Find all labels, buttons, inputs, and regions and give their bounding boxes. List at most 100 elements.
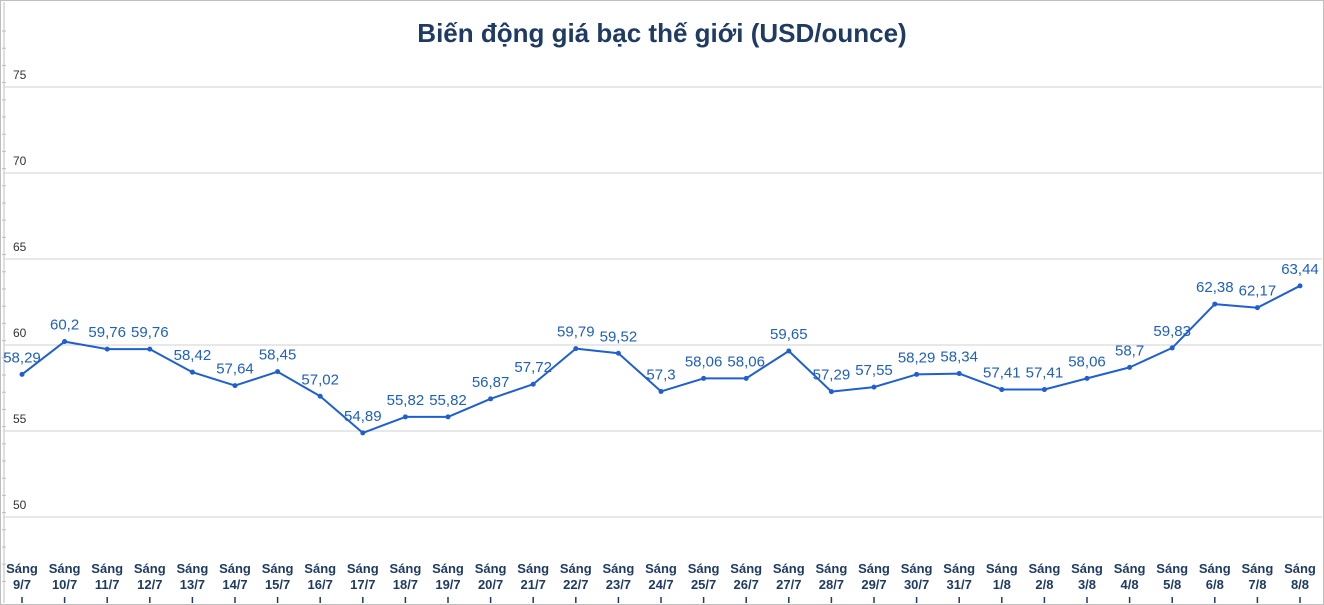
data-label: 58,06 [727,353,765,370]
data-point [445,414,451,420]
data-point [147,346,153,352]
data-point [1084,375,1090,381]
data-label: 56,87 [472,374,510,391]
x-tick-label: 9/7 [13,577,31,592]
data-point [1212,301,1218,307]
x-tick-label: 23/7 [606,577,631,592]
x-tick-label: 7/8 [1248,577,1266,592]
x-tick-label: 4/8 [1121,577,1139,592]
x-tick-label: Sáng [986,561,1018,576]
x-tick-label: Sáng [91,561,123,576]
x-tick-label: 30/7 [904,577,929,592]
data-label: 57,55 [855,362,893,379]
series-line-layer [21,284,1301,434]
x-tick-label: 27/7 [776,577,801,592]
x-tick-label: Sáng [730,561,762,576]
x-tick-label: Sáng [1114,561,1146,576]
x-tick-label: Sáng [475,561,507,576]
data-point [743,375,749,381]
data-label: 57,72 [514,359,552,376]
x-tick-label: Sáng [688,561,720,576]
x-axis-labels: Sáng9/7Sáng10/7Sáng11/7Sáng12/7Sáng13/7S… [6,561,1316,603]
x-tick-label: Sáng [773,561,805,576]
data-point [871,384,877,390]
y-tick-label-75: 75 [13,68,27,82]
x-tick-label: 11/7 [95,577,120,592]
x-tick-label: Sáng [560,561,592,576]
x-tick-label: Sáng [177,561,209,576]
data-point [317,393,323,399]
y-axis-ticks: 50 55 60 65 70 75 [13,68,27,512]
x-tick-label: 19/7 [435,577,460,592]
y-tick-label-55: 55 [13,412,27,426]
x-tick-label: Sáng [858,561,890,576]
data-label: 55,82 [387,392,425,409]
data-label: 60,2 [50,317,79,334]
x-tick-label: 17/7 [350,577,375,592]
data-label: 55,82 [429,392,467,409]
x-tick-label: 31/7 [947,577,972,592]
data-label: 58,29 [3,349,41,366]
x-tick-label: 14/7 [222,577,247,592]
data-point [402,414,408,420]
data-label: 58,34 [940,349,978,366]
data-point [828,389,834,395]
x-tick-label: Sáng [1156,561,1188,576]
x-tick-label: Sáng [49,561,81,576]
x-tick-label: 16/7 [308,577,333,592]
data-point [573,346,579,352]
x-tick-label: 20/7 [478,577,503,592]
x-tick-label: 6/8 [1206,577,1224,592]
data-point [189,369,195,375]
x-tick-label: 13/7 [180,577,205,592]
x-tick-label: Sáng [390,561,422,576]
x-tick-label: 2/8 [1035,577,1053,592]
data-point [19,371,25,377]
data-label: 58,7 [1115,342,1144,359]
data-point [530,381,536,387]
x-tick-label: Sáng [816,561,848,576]
data-point [1297,283,1303,289]
x-tick-label: 15/7 [265,577,290,592]
x-tick-label: Sáng [603,561,635,576]
data-point [999,387,1005,393]
data-label: 57,64 [216,361,254,378]
x-tick-label: Sáng [1029,561,1061,576]
x-tick-label: Sáng [517,561,549,576]
data-point [488,396,494,402]
data-point [275,369,281,375]
x-tick-label: Sáng [1071,561,1103,576]
y-tick-label-65: 65 [13,240,27,254]
x-tick-label: 1/8 [993,577,1011,592]
y-tick-label-70: 70 [13,154,27,168]
x-tick-label: Sáng [6,561,38,576]
data-label: 59,65 [770,326,808,343]
data-label: 57,29 [813,367,851,384]
data-point [232,383,238,389]
x-tick-label: 12/7 [137,577,162,592]
data-point [914,371,920,377]
x-tick-label: Sáng [432,561,464,576]
x-tick-label: Sáng [134,561,166,576]
data-label: 59,76 [131,324,169,341]
data-label: 59,76 [88,324,126,341]
data-label: 57,02 [301,371,339,388]
data-point [1041,387,1047,393]
x-tick-label: Sáng [943,561,975,576]
data-label: 59,83 [1153,323,1191,340]
data-label: 57,3 [646,366,675,383]
x-tick-label: 26/7 [734,577,759,592]
data-point [104,346,110,352]
data-label: 59,52 [600,328,638,345]
x-tick-label: 22/7 [563,577,588,592]
x-tick-label: Sáng [1199,561,1231,576]
x-tick-label: Sáng [1242,561,1274,576]
x-tick-label: Sáng [219,561,251,576]
x-tick-label: 10/7 [52,577,77,592]
data-label: 59,79 [557,324,595,341]
x-tick-label: Sáng [1284,561,1316,576]
x-tick-label: 25/7 [691,577,716,592]
data-point [956,371,962,377]
